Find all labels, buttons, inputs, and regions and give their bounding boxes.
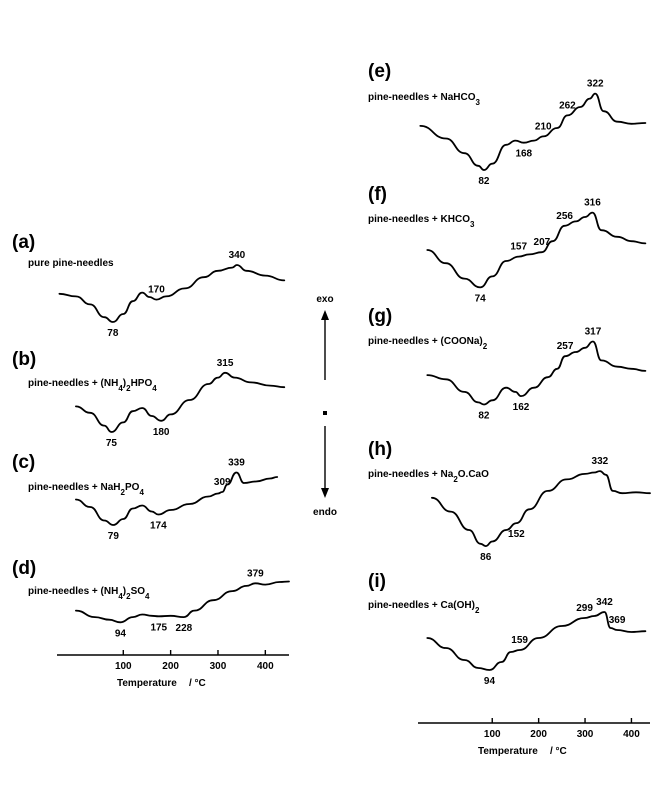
peak-label-d-379: 379 bbox=[247, 568, 264, 579]
peak-label-c-339: 339 bbox=[228, 458, 245, 469]
series-b-group: (b) pine-needles + (NH4)2HPO4 75 180 315 bbox=[12, 349, 286, 449]
curve-c bbox=[75, 471, 279, 526]
peak-label-e-168: 168 bbox=[515, 149, 532, 160]
series-name-e: pine-needles + NaHCO3 bbox=[368, 92, 481, 107]
panel-label-h: (h) bbox=[368, 439, 392, 460]
peak-label-g-162: 162 bbox=[513, 402, 530, 413]
series-g-group: (g) pine-needles + (COONa)2 82 162 257 317 bbox=[368, 306, 647, 422]
x-tick-label-right-100: 100 bbox=[484, 729, 501, 740]
exo-endo-arrow: exo endo bbox=[313, 294, 337, 518]
exo-label: exo bbox=[316, 294, 333, 305]
panel-label-c: (c) bbox=[12, 452, 35, 473]
x-axis-right: 100 200 300 400 Temperature / °C bbox=[418, 718, 650, 757]
peak-label-e-82: 82 bbox=[478, 176, 490, 187]
peak-label-a-170: 170 bbox=[148, 285, 165, 296]
series-name-f: pine-needles + KHCO3 bbox=[368, 214, 475, 229]
curve-i bbox=[426, 611, 647, 671]
curve-h bbox=[431, 470, 651, 547]
panel-label-g: (g) bbox=[368, 306, 392, 327]
peak-label-b-315: 315 bbox=[217, 358, 234, 369]
curve-a bbox=[58, 264, 286, 323]
endo-arrowhead bbox=[321, 488, 329, 498]
curve-b bbox=[75, 371, 286, 433]
peak-label-d-228: 228 bbox=[176, 623, 193, 634]
curve-d bbox=[75, 580, 290, 624]
x-axis-title-left: Temperature bbox=[117, 678, 177, 689]
peak-label-i-94: 94 bbox=[484, 676, 496, 687]
series-e-group: (e) pine-needles + NaHCO3 82 168 210 262 322 bbox=[368, 61, 647, 187]
x-tick-label-left-200: 200 bbox=[162, 661, 179, 672]
series-f-group: (f) pine-needles + KHCO3 74 157 207 256 316 bbox=[368, 184, 647, 304]
panel-label-i: (i) bbox=[368, 571, 386, 592]
peak-label-c-79: 79 bbox=[108, 531, 120, 542]
peak-label-e-322: 322 bbox=[587, 79, 604, 90]
x-tick-label-right-400: 400 bbox=[623, 729, 640, 740]
peak-label-g-317: 317 bbox=[585, 327, 602, 338]
peak-label-g-257: 257 bbox=[557, 341, 574, 352]
series-name-c: pine-needles + NaH2PO4 bbox=[28, 482, 144, 497]
peak-label-h-152: 152 bbox=[508, 529, 525, 540]
x-axis-unit-right: / °C bbox=[550, 746, 567, 757]
panel-label-e: (e) bbox=[368, 61, 391, 82]
peak-label-f-316: 316 bbox=[584, 198, 601, 209]
peak-label-i-342: 342 bbox=[596, 597, 613, 608]
peak-label-a-78: 78 bbox=[107, 328, 119, 339]
series-h-group: (h) pine-needles + Na2O.CaO 86 152 332 bbox=[368, 439, 651, 563]
x-tick-label-right-200: 200 bbox=[530, 729, 547, 740]
series-name-i: pine-needles + Ca(OH)2 bbox=[368, 600, 480, 615]
curve-e bbox=[419, 92, 647, 171]
peak-label-e-262: 262 bbox=[559, 100, 576, 111]
series-c-group: (c) pine-needles + NaH2PO4 79 174 309 339 bbox=[12, 452, 279, 542]
peak-label-d-94: 94 bbox=[115, 628, 127, 639]
panel-label-a: (a) bbox=[12, 232, 35, 253]
panel-label-d: (d) bbox=[12, 558, 36, 579]
series-a-group: (a) pure pine-needles 78 170 340 bbox=[12, 232, 286, 339]
curve-g bbox=[426, 340, 647, 406]
series-name-h: pine-needles + Na2O.CaO bbox=[368, 469, 489, 484]
curve-f bbox=[426, 211, 647, 289]
peak-label-i-369: 369 bbox=[609, 615, 626, 626]
peak-label-b-180: 180 bbox=[153, 427, 170, 438]
peak-label-h-332: 332 bbox=[592, 456, 609, 467]
peak-label-i-299: 299 bbox=[576, 603, 593, 614]
peak-label-f-74: 74 bbox=[475, 293, 487, 304]
panel-label-f: (f) bbox=[368, 184, 387, 205]
x-axis-title-right: Temperature bbox=[478, 746, 538, 757]
x-tick-label-left-400: 400 bbox=[257, 661, 274, 672]
peak-label-c-309: 309 bbox=[214, 477, 231, 488]
peak-label-h-86: 86 bbox=[480, 552, 492, 563]
x-tick-label-left-300: 300 bbox=[210, 661, 227, 672]
peak-label-c-174: 174 bbox=[150, 521, 167, 532]
series-name-g: pine-needles + (COONa)2 bbox=[368, 336, 488, 351]
peak-label-f-207: 207 bbox=[534, 237, 551, 248]
x-tick-label-left-100: 100 bbox=[115, 661, 132, 672]
exo-arrowhead bbox=[321, 310, 329, 320]
series-name-b: pine-needles + (NH4)2HPO4 bbox=[28, 378, 157, 393]
peak-label-f-256: 256 bbox=[556, 211, 573, 222]
peak-label-g-82: 82 bbox=[478, 411, 490, 422]
peak-label-i-159: 159 bbox=[511, 635, 528, 646]
left-panel: (a) pure pine-needles 78 170 340 (b) pine-need… bbox=[12, 232, 290, 689]
series-name-a: pure pine-needles bbox=[28, 258, 114, 269]
series-name-d: pine-needles + (NH4)2SO4 bbox=[28, 586, 150, 601]
panel-label-b: (b) bbox=[12, 349, 36, 370]
series-d-group: (d) pine-needles + (NH4)2SO4 94 175 228 379 bbox=[12, 558, 290, 639]
endo-label: endo bbox=[313, 507, 337, 518]
right-panel: (e) pine-needles + NaHCO3 82 168 210 262 322 (f… bbox=[368, 61, 651, 757]
arrow-center-mark bbox=[323, 411, 327, 415]
x-axis-unit-left: / °C bbox=[189, 678, 206, 689]
peak-label-e-210: 210 bbox=[535, 121, 552, 132]
peak-label-b-75: 75 bbox=[106, 438, 118, 449]
x-axis-left: 100 200 300 400 Temperature / °C bbox=[57, 650, 289, 689]
peak-label-f-157: 157 bbox=[510, 242, 527, 253]
peak-label-d-175: 175 bbox=[150, 622, 167, 633]
peak-label-a-340: 340 bbox=[229, 250, 246, 261]
x-tick-label-right-300: 300 bbox=[577, 729, 594, 740]
